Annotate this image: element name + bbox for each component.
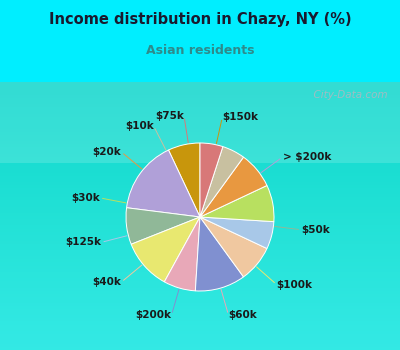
Text: $125k: $125k: [65, 237, 101, 247]
Text: $50k: $50k: [301, 225, 330, 235]
Wedge shape: [200, 217, 274, 248]
Text: $20k: $20k: [92, 147, 121, 157]
Text: > $200k: > $200k: [283, 152, 331, 162]
Text: City-Data.com: City-Data.com: [307, 90, 388, 100]
Text: $75k: $75k: [155, 111, 184, 121]
Wedge shape: [195, 217, 244, 291]
Wedge shape: [200, 147, 244, 217]
Wedge shape: [131, 217, 200, 282]
Text: Asian residents: Asian residents: [146, 44, 254, 57]
Wedge shape: [164, 217, 200, 291]
Text: $100k: $100k: [277, 280, 313, 289]
Text: $30k: $30k: [71, 193, 100, 203]
Wedge shape: [168, 143, 200, 217]
Wedge shape: [200, 143, 223, 217]
Text: $200k: $200k: [136, 310, 172, 320]
Wedge shape: [200, 217, 267, 277]
Text: $10k: $10k: [125, 121, 154, 131]
Wedge shape: [126, 208, 200, 244]
Text: $40k: $40k: [92, 277, 121, 287]
Text: $150k: $150k: [222, 112, 258, 122]
Wedge shape: [200, 186, 274, 222]
Wedge shape: [200, 157, 267, 217]
Text: $60k: $60k: [228, 310, 257, 320]
Text: Income distribution in Chazy, NY (%): Income distribution in Chazy, NY (%): [49, 12, 351, 27]
Wedge shape: [126, 150, 200, 217]
